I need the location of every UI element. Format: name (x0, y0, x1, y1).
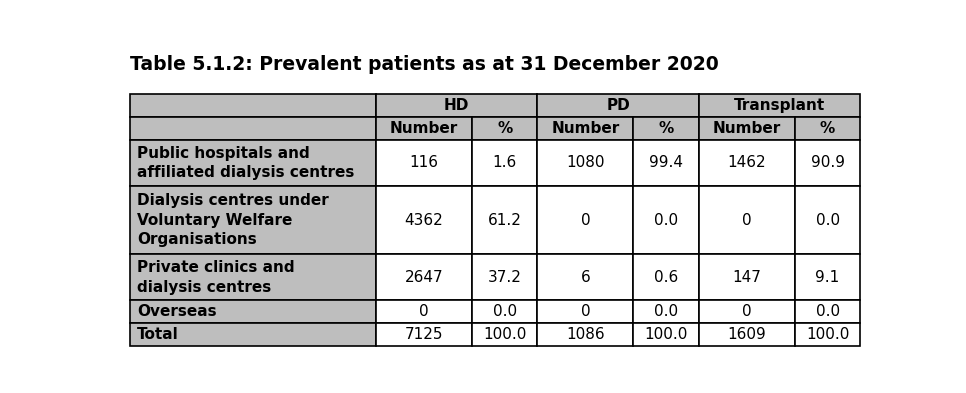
Bar (537, 300, 634, 323)
Bar (471, 186, 537, 254)
Text: 0: 0 (742, 304, 752, 320)
Text: 100.0: 100.0 (644, 327, 688, 342)
Bar (699, 300, 795, 323)
Bar (699, 323, 795, 346)
Bar (634, 323, 699, 346)
Bar (795, 186, 861, 254)
Bar (376, 300, 471, 323)
Text: Transplant: Transplant (734, 98, 825, 113)
Bar (376, 254, 471, 300)
Text: 1080: 1080 (566, 155, 605, 171)
Text: 7125: 7125 (405, 327, 443, 342)
Text: 37.2: 37.2 (488, 270, 522, 285)
Bar (471, 140, 537, 186)
Text: Number: Number (713, 121, 781, 136)
Text: Private clinics and
dialysis centres: Private clinics and dialysis centres (137, 260, 295, 295)
Bar (795, 323, 861, 346)
Text: HD: HD (444, 98, 469, 113)
Bar (699, 94, 861, 117)
Text: 1.6: 1.6 (493, 155, 517, 171)
Bar (376, 140, 471, 186)
Bar (129, 300, 376, 323)
Text: Number: Number (390, 121, 458, 136)
Text: 1609: 1609 (727, 327, 766, 342)
Bar (376, 117, 471, 140)
Text: 6: 6 (581, 270, 590, 285)
Bar (634, 140, 699, 186)
Text: 0.6: 0.6 (654, 270, 678, 285)
Text: 0.0: 0.0 (493, 304, 517, 320)
Text: 100.0: 100.0 (806, 327, 849, 342)
Text: 0: 0 (581, 213, 590, 228)
Text: 100.0: 100.0 (483, 327, 526, 342)
Text: Total: Total (137, 327, 179, 342)
Text: 147: 147 (732, 270, 761, 285)
Bar (129, 186, 376, 254)
Text: 116: 116 (410, 155, 439, 171)
Bar (699, 186, 795, 254)
Text: %: % (820, 121, 836, 136)
Bar (699, 117, 795, 140)
Text: 0: 0 (419, 304, 429, 320)
Bar (699, 140, 795, 186)
Text: 90.9: 90.9 (810, 155, 844, 171)
Bar (376, 323, 471, 346)
Text: %: % (659, 121, 673, 136)
Text: 0: 0 (581, 304, 590, 320)
Text: 4362: 4362 (405, 213, 443, 228)
Text: 9.1: 9.1 (815, 270, 839, 285)
Text: 2647: 2647 (405, 270, 443, 285)
Text: Table 5.1.2: Prevalent patients as at 31 December 2020: Table 5.1.2: Prevalent patients as at 31… (129, 55, 719, 74)
Bar (537, 323, 634, 346)
Text: 99.4: 99.4 (649, 155, 683, 171)
Bar (699, 254, 795, 300)
Bar (537, 94, 699, 117)
Bar (537, 140, 634, 186)
Bar (129, 254, 376, 300)
Text: 1462: 1462 (727, 155, 766, 171)
Bar (537, 186, 634, 254)
Text: 0.0: 0.0 (654, 304, 678, 320)
Text: 61.2: 61.2 (488, 213, 522, 228)
Bar (537, 117, 634, 140)
Text: 0.0: 0.0 (654, 213, 678, 228)
Bar (129, 323, 376, 346)
Bar (376, 186, 471, 254)
Text: %: % (497, 121, 512, 136)
Text: Public hospitals and
affiliated dialysis centres: Public hospitals and affiliated dialysis… (137, 145, 355, 180)
Text: PD: PD (607, 98, 630, 113)
Text: Dialysis centres under
Voluntary Welfare
Organisations: Dialysis centres under Voluntary Welfare… (137, 193, 329, 248)
Text: 1086: 1086 (566, 327, 605, 342)
Bar (471, 254, 537, 300)
Text: Number: Number (552, 121, 619, 136)
Bar (795, 254, 861, 300)
Bar (129, 94, 376, 117)
Bar (634, 186, 699, 254)
Bar (795, 117, 861, 140)
Bar (129, 140, 376, 186)
Bar (795, 300, 861, 323)
Text: 0: 0 (742, 213, 752, 228)
Text: 0.0: 0.0 (815, 213, 839, 228)
Bar (129, 117, 376, 140)
Text: Overseas: Overseas (137, 304, 216, 320)
Bar (376, 94, 537, 117)
Bar (634, 300, 699, 323)
Bar (634, 117, 699, 140)
Bar (795, 140, 861, 186)
Bar (471, 117, 537, 140)
Bar (634, 254, 699, 300)
Bar (537, 254, 634, 300)
Bar (471, 323, 537, 346)
Text: 0.0: 0.0 (815, 304, 839, 320)
Bar (471, 300, 537, 323)
